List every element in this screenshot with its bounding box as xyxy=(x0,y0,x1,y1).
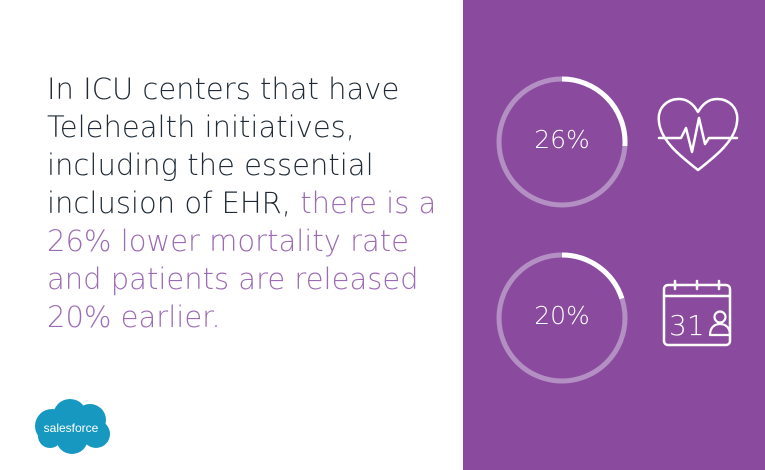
stat-mortality-label: 26% xyxy=(534,125,590,154)
ring-chart-release xyxy=(496,252,628,384)
headline-highlight: there is a 26% lower mortality rate and … xyxy=(47,186,437,334)
ring-progress xyxy=(496,76,628,208)
heart-pulse-icon xyxy=(657,97,739,172)
ring-chart-mortality xyxy=(496,76,628,208)
stats-panel: 26% 20% 31 xyxy=(463,0,765,470)
headline: In ICU centers that have Telehealth init… xyxy=(47,70,447,336)
headline-main: In ICU centers that have Telehealth init… xyxy=(47,72,400,220)
text-panel: In ICU centers that have Telehealth init… xyxy=(28,70,447,456)
svg-text:salesforce: salesforce xyxy=(44,421,99,435)
stat-release-label: 20% xyxy=(534,301,590,330)
salesforce-logo[interactable]: salesforce xyxy=(28,396,114,456)
calendar-person-icon: 31 xyxy=(662,279,732,347)
ring-progress xyxy=(496,252,628,384)
svg-text:31: 31 xyxy=(669,309,705,342)
